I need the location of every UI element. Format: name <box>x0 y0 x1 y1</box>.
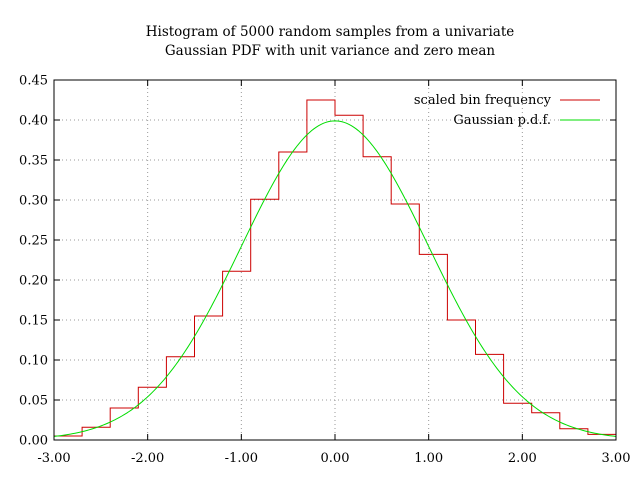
x-tick-label: -3.00 <box>37 451 70 466</box>
x-tick-label: -1.00 <box>225 451 258 466</box>
gaussian-curve-line <box>53 120 617 437</box>
y-axis-ticks: 0.00 0.05 0.10 0.15 0.20 0.25 0.30 0.35 0.40 0.45 <box>19 74 616 449</box>
x-tick-label: 0.00 <box>321 451 350 466</box>
x-tick-label: 2.00 <box>508 451 537 466</box>
y-tick-label: 0.45 <box>19 74 48 89</box>
x-tick-label: 3.00 <box>602 451 631 466</box>
y-tick-label: 0.00 <box>19 434 48 449</box>
grid-lines <box>54 80 616 440</box>
y-tick-label: 0.20 <box>19 274 48 289</box>
histogram-step-line <box>54 99 616 437</box>
y-tick-label: 0.10 <box>19 354 48 369</box>
legend: scaled bin frequency Gaussian p.d.f. <box>414 93 600 128</box>
y-tick-label: 0.30 <box>19 194 48 209</box>
y-tick-label: 0.25 <box>19 234 48 249</box>
y-tick-label: 0.35 <box>19 154 48 169</box>
y-tick-label: 0.40 <box>19 114 48 129</box>
legend-label-histogram: scaled bin frequency <box>414 93 552 108</box>
y-tick-label: 0.15 <box>19 314 48 329</box>
chart-title: Histogram of 5000 random samples from a … <box>146 24 515 40</box>
x-tick-label: 1.00 <box>414 451 443 466</box>
legend-label-gaussian: Gaussian p.d.f. <box>453 113 551 128</box>
plot-frame <box>53 79 617 441</box>
x-tick-label: -2.00 <box>131 451 164 466</box>
x-axis-ticks: -3.00 -2.00 -1.00 0.00 1.00 2.00 3.00 <box>37 80 630 466</box>
chart-subtitle: Gaussian PDF with unit variance and zero… <box>165 43 496 59</box>
y-tick-label: 0.05 <box>19 394 48 409</box>
